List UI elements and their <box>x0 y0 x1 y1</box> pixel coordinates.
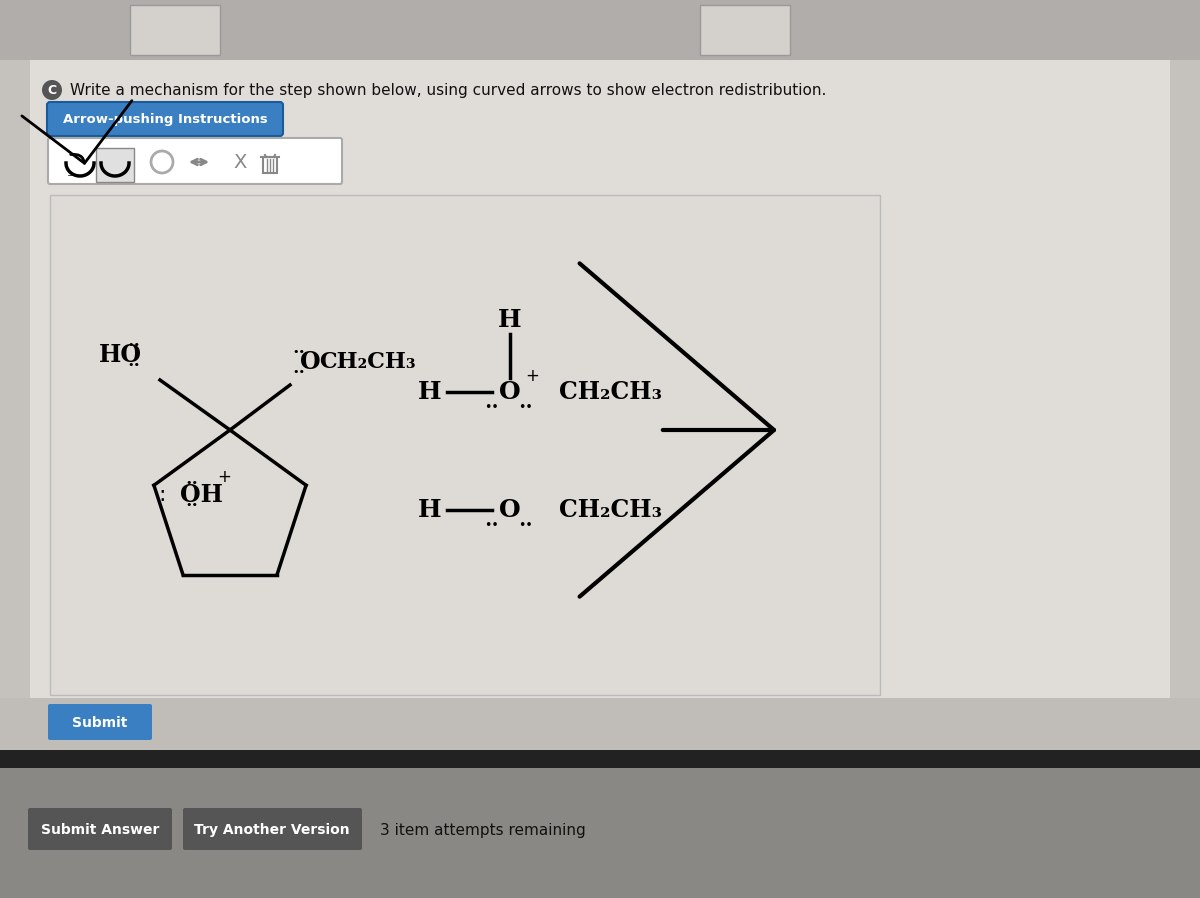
Text: ••: •• <box>518 401 533 415</box>
Text: CH₂CH₃: CH₂CH₃ <box>558 498 661 522</box>
Text: ••: •• <box>186 500 198 510</box>
Text: Arrow-pushing Instructions: Arrow-pushing Instructions <box>62 113 268 127</box>
Text: OH: OH <box>180 483 223 507</box>
Text: Try Another Version: Try Another Version <box>194 823 350 837</box>
Text: Write a mechanism for the step shown below, using curved arrows to show electron: Write a mechanism for the step shown bel… <box>70 83 827 98</box>
Text: +: + <box>526 367 539 385</box>
Bar <box>30 60 1170 760</box>
Text: ••: •• <box>485 401 499 415</box>
Text: :: : <box>158 485 166 506</box>
Bar <box>0 768 1200 898</box>
Bar <box>263 157 277 173</box>
Text: Submit Answer: Submit Answer <box>41 823 160 837</box>
Text: CH₂CH₃: CH₂CH₃ <box>558 380 661 404</box>
Bar <box>0 750 1200 768</box>
Text: ••: •• <box>127 360 140 370</box>
Text: H: H <box>418 498 442 522</box>
Text: X: X <box>233 153 247 172</box>
Text: ••: •• <box>485 520 499 533</box>
FancyBboxPatch shape <box>182 808 362 850</box>
Text: HO: HO <box>98 343 142 367</box>
Text: Submit: Submit <box>72 716 127 730</box>
Text: +: + <box>217 468 230 487</box>
Text: ••: •• <box>293 347 306 357</box>
Text: O: O <box>499 380 521 404</box>
Text: C: C <box>48 84 56 96</box>
Text: ••: •• <box>186 479 198 489</box>
FancyBboxPatch shape <box>28 808 172 850</box>
Bar <box>0 698 1200 750</box>
Text: O: O <box>499 498 521 522</box>
Text: CH₂CH₃: CH₂CH₃ <box>319 351 415 373</box>
Text: ••: •• <box>518 520 533 533</box>
Text: 3 item attempts remaining: 3 item attempts remaining <box>380 823 586 838</box>
Bar <box>0 0 1200 60</box>
Bar <box>50 195 880 695</box>
Text: H: H <box>418 380 442 404</box>
Bar <box>700 5 790 55</box>
Text: H: H <box>498 308 522 332</box>
Text: ••: •• <box>293 367 306 377</box>
FancyBboxPatch shape <box>48 704 152 740</box>
Text: ••: •• <box>127 340 140 350</box>
Bar <box>130 5 220 55</box>
Text: O: O <box>300 350 320 374</box>
Circle shape <box>42 80 62 100</box>
FancyBboxPatch shape <box>48 138 342 184</box>
FancyBboxPatch shape <box>47 102 283 136</box>
Bar <box>96 148 134 182</box>
